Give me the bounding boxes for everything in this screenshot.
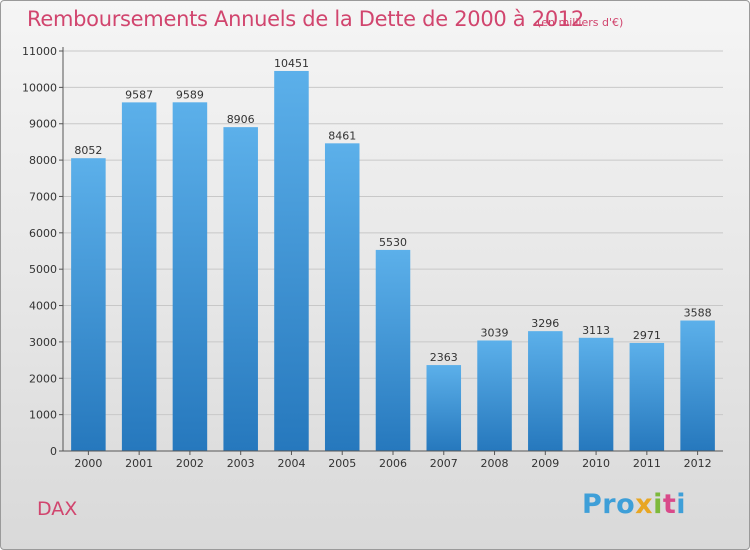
value-label: 8906 xyxy=(227,113,255,126)
bar xyxy=(121,102,157,451)
bar xyxy=(426,365,462,451)
logo-part: t xyxy=(662,489,677,520)
x-tick-label: 2002 xyxy=(176,457,204,470)
bar xyxy=(223,127,258,452)
x-tick-label: 2007 xyxy=(430,457,458,470)
bar xyxy=(477,340,512,451)
bar xyxy=(324,143,360,451)
axes xyxy=(59,47,723,455)
value-label: 8052 xyxy=(74,144,102,157)
bar-chart: 0 1000 2000 3000 4000 5000 6000 7000 8000 9000 100… xyxy=(22,45,723,470)
value-label: 5530 xyxy=(379,236,407,249)
x-tick-label: 2000 xyxy=(74,457,102,470)
y-tick-label: 4000 xyxy=(29,300,57,313)
x-tick-label: 2008 xyxy=(481,457,509,470)
bar xyxy=(274,70,309,452)
x-tick-label: 2009 xyxy=(531,457,559,470)
x-tick-label: 2001 xyxy=(125,457,153,470)
value-label: 9589 xyxy=(176,88,204,101)
bar xyxy=(578,337,614,451)
y-tick-label: 7000 xyxy=(29,190,57,203)
value-label: 3113 xyxy=(582,324,610,337)
value-label: 2971 xyxy=(633,329,661,342)
bar xyxy=(172,102,208,452)
y-tick-label: 9000 xyxy=(29,118,57,131)
y-tick-label: 0 xyxy=(50,445,57,458)
value-label: 9587 xyxy=(125,88,153,101)
value-label: 10451 xyxy=(274,57,309,70)
y-tick-label: 3000 xyxy=(29,336,57,349)
value-label: 8461 xyxy=(328,129,356,142)
chart-title: Remboursements Annuels de la Dette de 20… xyxy=(27,7,584,31)
x-tick-label: 2012 xyxy=(684,457,712,470)
logo-part: i xyxy=(653,489,663,520)
x-tick-label: 2006 xyxy=(379,457,407,470)
y-tick-label: 5000 xyxy=(29,263,57,276)
bar xyxy=(375,249,411,451)
value-label: 3588 xyxy=(684,307,712,320)
logo-part: i xyxy=(676,489,687,520)
x-tick-label: 2003 xyxy=(227,457,255,470)
y-tick-label: 11000 xyxy=(22,45,57,58)
city-label: DAX xyxy=(37,498,78,520)
y-tick-label: 10000 xyxy=(22,81,57,94)
bar xyxy=(680,320,715,451)
x-tick-label: 2010 xyxy=(582,457,610,470)
bar xyxy=(629,342,665,451)
value-label: 3296 xyxy=(531,317,559,330)
chart-subtitle: (en milliers d'€) xyxy=(537,16,624,29)
y-tick-label: 1000 xyxy=(29,409,57,422)
x-tick-label: 2011 xyxy=(633,457,661,470)
x-tick-label: 2004 xyxy=(277,457,305,470)
labels: 0 1000 2000 3000 4000 5000 6000 7000 8000 9000 100… xyxy=(22,45,712,470)
logo-part: Pro xyxy=(582,489,636,520)
bars xyxy=(71,70,715,452)
x-tick-label: 2005 xyxy=(328,457,356,470)
bar xyxy=(528,331,563,451)
logo-part: x xyxy=(635,489,654,520)
value-label: 2363 xyxy=(430,351,458,364)
y-tick-label: 8000 xyxy=(29,154,57,167)
y-tick-label: 6000 xyxy=(29,227,57,240)
bar xyxy=(71,158,106,451)
y-tick-label: 2000 xyxy=(29,372,57,385)
value-label: 3039 xyxy=(481,326,509,339)
proxiti-logo: Proxiti xyxy=(582,489,686,520)
